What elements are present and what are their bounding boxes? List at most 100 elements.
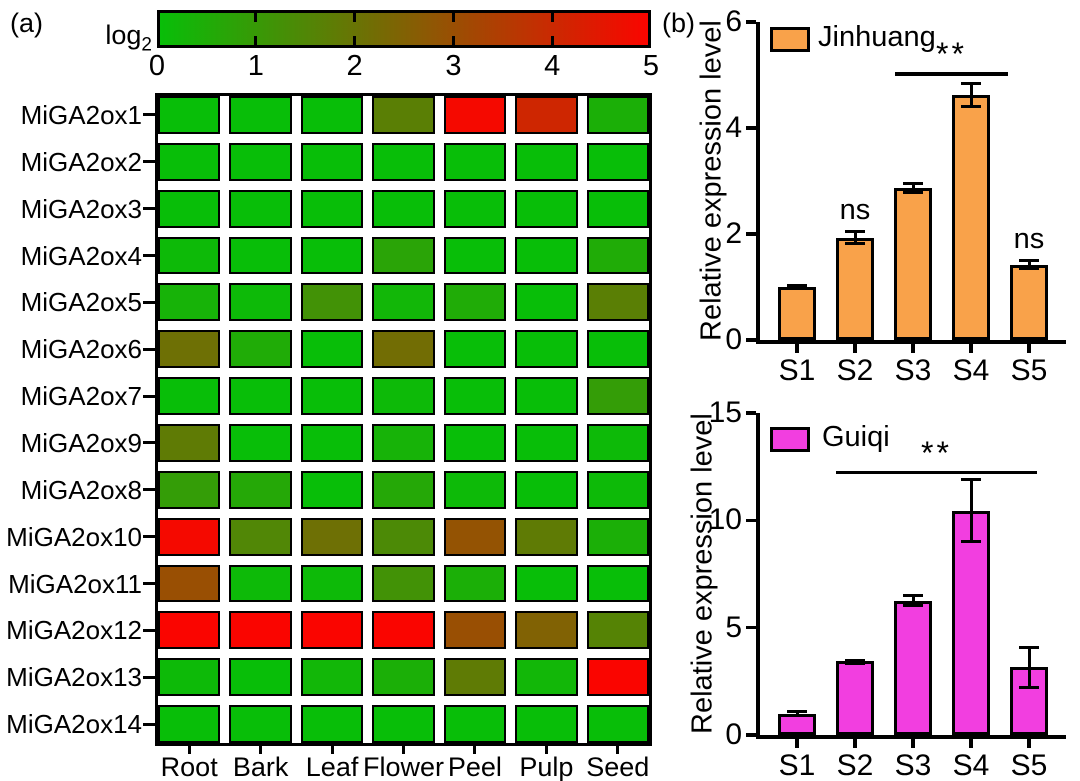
colorbar-tick [353,36,357,45]
colorbar-title-text: log [105,20,142,50]
heatmap-row-tick [143,347,155,351]
heatmap-row-label: MiGA2ox5 [20,287,142,318]
heatmap-cell-MiGA2ox12-Bark [229,611,292,650]
chart-jinhuang-legend-label: Jinhuang [818,21,936,53]
chart-guiqi-y-tick [746,733,756,737]
heatmap-cell-MiGA2ox1-Seed [586,96,649,134]
chart-guiqi-y-tick-label: 10 [708,503,742,537]
chart-guiqi-bar-S3 [894,600,932,735]
chart-guiqi-y-tick [746,625,756,630]
heatmap-cell-MiGA2ox6-Seed [586,330,649,369]
chart-jinhuang-x-tick [911,343,915,353]
chart-guiqi-y-tick-label: 0 [725,718,742,751]
heatmap-cell-MiGA2ox6-Root [158,330,221,369]
chart-jinhuang-bar-S4 [952,95,990,340]
heatmap-column-tick [473,746,477,754]
heatmap-cell-MiGA2ox14-Bark [229,705,292,743]
heatmap-cell-MiGA2ox10-Peel [443,517,507,556]
heatmap-row-label: MiGA2ox1 [20,99,142,130]
heatmap-row-tick [143,207,155,211]
heatmap-cell-MiGA2ox4-Pulp [515,236,578,275]
heatmap-cell-MiGA2ox9-Bark [229,424,292,462]
heatmap-row-label: MiGA2ox4 [20,240,142,271]
chart-jinhuang-y-tick-label: 0 [725,323,742,356]
heatmap-cell-MiGA2ox10-Leaf [300,517,364,556]
chart-jinhuang-x-tick [853,343,857,353]
heatmap-cell-MiGA2ox5-Bark [229,283,292,322]
heatmap-cell-MiGA2ox2-Peel [443,142,507,181]
heatmap-grid [155,93,652,746]
chart-guiqi-error-bar-S2 [845,658,865,665]
heatmap-row-tick [143,160,155,164]
heatmap-cell-MiGA2ox12-Root [158,611,221,650]
heatmap-cell-MiGA2ox7-Root [158,377,221,415]
heatmap-row-tick [143,628,155,632]
heatmap-cell-MiGA2ox13-Root [158,658,221,697]
chart-guiqi-x-tick-label: S2 [836,749,874,781]
colorbar-tick [550,13,554,22]
heatmap-cell-MiGA2ox1-Root [158,96,221,134]
heatmap-row-label: MiGA2ox13 [6,662,142,693]
chart-jinhuang-x-tick [1027,343,1031,353]
colorbar-tick [254,13,258,22]
colorbar-gradient [157,10,651,48]
heatmap-row-tick [143,675,155,679]
heatmap-column-tick [616,746,620,754]
heatmap-cell-MiGA2ox4-Flower [372,236,435,275]
colorbar-title-subscript: 2 [141,34,152,56]
chart-jinhuang-y-tick [746,20,756,24]
heatmap-cell-MiGA2ox9-Flower [372,424,435,462]
colorbar-tick-label: 2 [346,50,363,82]
heatmap-row-label: MiGA2ox12 [6,615,142,646]
heatmap-cell-MiGA2ox9-Seed [586,424,649,462]
chart-jinhuang-x-tick-label: S2 [836,354,874,387]
heatmap-row-label: MiGA2ox3 [20,193,142,224]
chart-guiqi-significance-stars: ** [921,434,952,471]
heatmap-row-label: MiGA2ox8 [20,474,142,505]
heatmap-cell-MiGA2ox12-Leaf [300,611,364,650]
chart-jinhuang-y-tick [746,232,756,236]
heatmap-cell-MiGA2ox13-Leaf [300,658,364,697]
chart-guiqi-error-bar-S3 [903,594,923,608]
heatmap-cell-MiGA2ox7-Pulp [515,377,578,415]
heatmap-cell-MiGA2ox2-Pulp [515,142,578,181]
heatmap-cell-MiGA2ox8-Leaf [300,470,364,509]
heatmap-cell-MiGA2ox5-Root [158,283,221,322]
heatmap-cell-MiGA2ox4-Peel [443,236,507,275]
heatmap-row-label: MiGA2ox14 [6,709,142,740]
chart-jinhuang-error-bar-S2 [845,230,865,246]
heatmap-row-tick [143,300,155,304]
chart-guiqi-error-bar-S5 [1019,645,1039,689]
chart-guiqi-bar-S4 [952,510,990,735]
heatmap-cell-MiGA2ox11-Pulp [515,564,578,603]
chart-jinhuang-bar-S2 [836,237,874,340]
heatmap-cell-MiGA2ox3-Leaf [300,189,364,228]
chart-jinhuang-y-axis [756,22,760,344]
heatmap-cell-MiGA2ox6-Pulp [515,330,578,369]
chart-guiqi-x-tick-label: S3 [894,749,932,781]
heatmap-column-tick [330,746,334,754]
heatmap-cell-MiGA2ox12-Peel [443,611,507,650]
heatmap-column-label: Root [160,752,218,781]
chart-guiqi-x-tick [853,738,857,748]
heatmap-cell-MiGA2ox11-Leaf [300,564,364,603]
heatmap-row-label: MiGA2ox9 [20,427,142,458]
heatmap-cell-MiGA2ox14-Pulp [515,705,578,743]
chart-guiqi-significance-line [836,470,1037,475]
colorbar-tick [451,36,455,45]
heatmap-cell-MiGA2ox14-Root [158,705,221,743]
chart-guiqi-x-tick-label: S1 [778,749,816,781]
heatmap-column-label: Flower [362,752,444,781]
heatmap-cell-MiGA2ox8-Peel [443,470,507,509]
heatmap-cell-MiGA2ox9-Peel [443,424,507,462]
chart-jinhuang-legend-swatch [770,27,810,52]
heatmap-cell-MiGA2ox12-Flower [372,611,435,650]
heatmap-row-tick [143,254,155,257]
heatmap-row-tick [143,488,155,492]
chart-jinhuang-ns-annotation: ns [1013,223,1045,256]
chart-guiqi-legend-label: Guiqi [822,421,890,453]
heatmap-cell-MiGA2ox1-Peel [443,96,507,134]
heatmap-cell-MiGA2ox10-Pulp [515,517,578,556]
chart-guiqi-x-tick-label: S4 [952,749,990,781]
heatmap-column-label: Peel [447,752,502,781]
